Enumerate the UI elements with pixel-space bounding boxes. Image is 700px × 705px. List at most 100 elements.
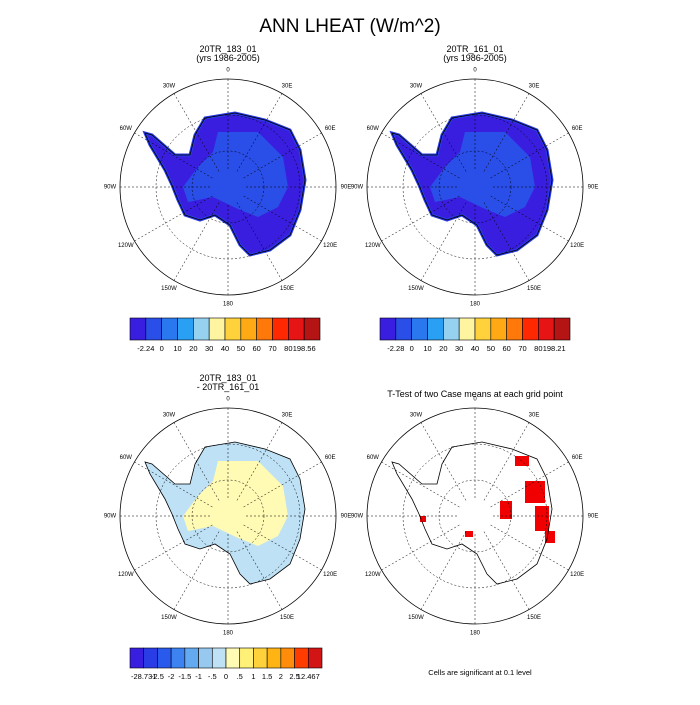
colorbar-box [538,317,555,341]
colorbar-label: 0 [410,344,414,353]
colorbar-label: 20 [439,344,447,353]
colorbar-label: 80 [284,344,292,353]
meridian [236,202,283,281]
colorbar-box [288,317,305,341]
colorbar-box [303,317,321,341]
colorbar-label: 50 [487,344,495,353]
longitude-label: 150E [527,615,541,621]
colorbar-label: 10 [423,344,431,353]
meridian [483,93,530,172]
colorbar-label: 2.5 [289,672,299,681]
significant-cells [535,506,549,531]
longitude-label: 60W [120,126,133,132]
longitude-label: 120E [570,572,584,578]
colorbar-label: -2.24 [137,344,154,353]
longitude-label: 0 [226,397,230,403]
colorbar-box [553,317,571,341]
longitude-label: 90W [104,185,117,191]
colorbar-label: 80 [534,344,542,353]
map-panel: 0 30E 60E 90E 120E 150E 180 150W 120W 90W 60W 30W T-… [351,389,599,637]
longitude-label: 60E [325,126,336,132]
colorbar-box [294,647,309,669]
meridian [490,524,569,571]
coastline [144,112,306,256]
panel-title: (yrs 1986-2005) [196,53,260,63]
longitude-label: 30W [410,412,423,418]
colorbar-box [211,647,227,669]
colorbar-box [157,647,172,669]
longitude-label: 0 [473,397,477,403]
colorbar-box [280,647,295,669]
longitude-label: 150E [280,615,294,621]
longitude-label: 180 [223,631,234,637]
meridian [420,93,467,172]
longitude-label: 120E [323,572,337,578]
colorbar-box [474,317,492,341]
colorbar-box [198,647,213,669]
longitude-label: 30W [410,83,423,89]
map-panel: 0 30E 60E 90E 120E 150E 180 150W 120W 90W 60W 30W 20… [104,373,352,637]
interior-fill [183,461,288,546]
colorbar-box [193,317,210,341]
colorbar-box [170,647,186,669]
colorbar-box [129,317,147,341]
longitude-label: 30W [163,412,176,418]
meridian [381,524,460,571]
colorbar-label: -2.28 [387,344,404,353]
colorbar-box [411,317,428,341]
colorbar-box [307,647,323,669]
longitude-label: 30E [282,412,293,418]
colorbar-box [490,317,507,341]
land-fill [392,442,552,584]
longitude-label: 180 [470,302,481,308]
map-panel: 0 30E 60E 90E 120E 150E 180 150W 120W 90W 60W 30W 20… [351,44,599,308]
meridian [490,195,569,242]
meridian [381,461,460,508]
meridian [483,422,530,501]
colorbar-box [458,317,476,341]
panel-title: - 20TR_161_01 [197,382,260,392]
longitude-label: 120W [118,572,134,578]
meridian [490,132,569,179]
longitude-label: 150W [161,286,177,292]
colorbar-label: 2 [279,672,283,681]
meridian [243,524,322,571]
colorbar-box [161,317,178,341]
longitude-label: 150E [280,286,294,292]
longitude-label: 90W [351,185,364,191]
colorbar-box [256,317,273,341]
colorbar-label: 60 [252,344,260,353]
meridian [134,132,213,179]
longitude-label: 120E [570,243,584,249]
colorbar-box [224,317,242,341]
colorbar-label: -1 [195,672,202,681]
longitude-label: 0 [226,68,230,74]
meridian [236,422,283,501]
panel-title: 20TR_161_01 [446,44,503,54]
significant-cells [515,456,529,466]
colorbar-label: 0 [224,672,228,681]
meridian [490,461,569,508]
longitude-label: 150W [408,286,424,292]
colorbar-box [395,317,412,341]
colorbar-label: 10 [173,344,181,353]
longitude-label: 60E [325,455,336,461]
longitude-label: 150W [161,615,177,621]
longitude-label: 90E [341,185,352,191]
colorbar-label: 198.56 [293,344,316,353]
longitude-label: 180 [223,302,234,308]
meridian [483,531,530,610]
colorbar-label: -.5 [208,672,217,681]
panel-title: T-Test of two Case means at each grid po… [387,389,563,399]
colorbar-box [225,647,241,669]
colorbar-box [272,317,289,341]
colorbar-label: 30 [205,344,213,353]
significant-cells [500,501,512,519]
longitude-label: 90E [588,185,599,191]
longitude-label: 60W [367,455,380,461]
colorbar-label: 1 [251,672,255,681]
longitude-label: 120W [365,243,381,249]
colorbar-box [443,317,460,341]
interior-fill [183,132,288,217]
